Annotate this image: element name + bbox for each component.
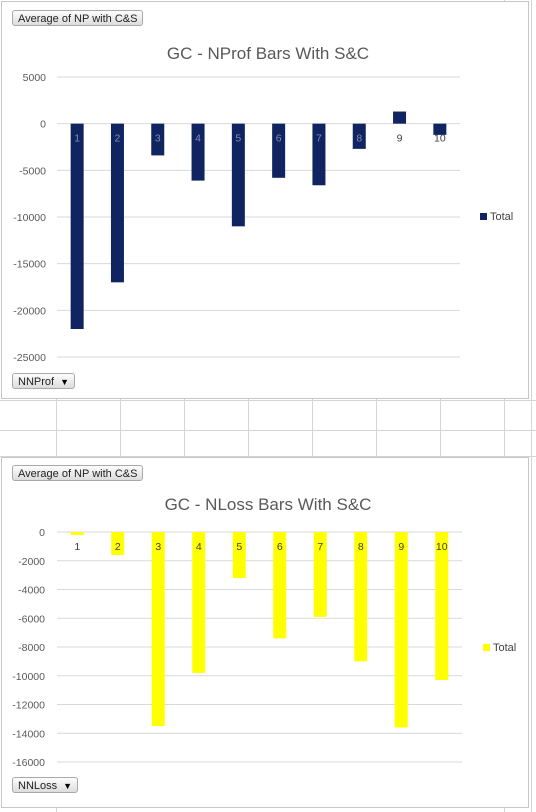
y-tick-label: 0	[40, 119, 46, 131]
category-label: 8	[358, 541, 364, 553]
y-tick-label: 5000	[23, 72, 47, 84]
category-label: 3	[155, 133, 161, 145]
filter-field-button[interactable]: Average of NP with C&S	[12, 10, 144, 26]
chart-title: GC - NLoss Bars With S&C	[165, 495, 372, 514]
y-tick-label: -10000	[13, 212, 46, 224]
category-label: 5	[235, 133, 241, 145]
y-tick-label: 0	[39, 527, 45, 539]
bar	[354, 532, 368, 662]
filter-field-button[interactable]: Average of NP with C&S	[12, 465, 144, 481]
dropdown-arrow-icon[interactable]: ▼	[63, 781, 73, 791]
y-tick-label: -14000	[12, 728, 45, 740]
bar	[151, 123, 165, 156]
nloss-chart[interactable]: Average of NP with C&S GC - NLoss Bars W…	[1, 457, 529, 808]
y-tick-label: -10000	[12, 671, 45, 683]
category-label: 4	[195, 133, 201, 145]
row-field-label: NNProf	[18, 376, 55, 388]
nprof-chart-plot: GC - NProf Bars With S&C 5000 0 -5000 -10000…	[13, 44, 513, 364]
category-label: 1	[74, 133, 80, 145]
y-tick-label: -16000	[12, 757, 45, 769]
category-label: 4	[196, 541, 202, 553]
bar	[433, 123, 447, 135]
category-label: 7	[316, 133, 322, 145]
legend-swatch	[480, 213, 487, 220]
y-tick-label: -25000	[13, 352, 46, 364]
bar	[111, 532, 125, 555]
filter-field-label: Average of NP with C&S	[18, 13, 138, 25]
bar	[352, 123, 366, 149]
bar	[273, 532, 287, 639]
y-tick-label: -15000	[13, 259, 46, 271]
bar	[192, 532, 206, 673]
category-label: 1	[74, 541, 80, 553]
bar	[312, 123, 326, 186]
bar	[393, 111, 407, 124]
bar	[231, 123, 245, 227]
row-field-button[interactable]: NNProf ▼	[12, 373, 75, 389]
nloss-chart-plot: GC - NLoss Bars With S&C 0 -2000 -4000 -6000…	[12, 495, 516, 769]
category-label: 9	[397, 133, 403, 145]
y-tick-label: -4000	[18, 585, 45, 597]
bar	[191, 123, 205, 181]
category-label: 10	[434, 133, 446, 145]
category-label: 2	[115, 133, 121, 145]
bar	[110, 123, 124, 283]
legend-label: Total	[493, 642, 516, 654]
category-label: 5	[236, 541, 242, 553]
y-tick-label: -12000	[12, 700, 45, 712]
dropdown-arrow-icon[interactable]: ▼	[60, 377, 69, 387]
y-tick-label: -8000	[18, 642, 45, 654]
bar	[151, 532, 165, 727]
category-label: 7	[317, 541, 323, 553]
category-label: 6	[277, 541, 283, 553]
category-label: 2	[115, 541, 121, 553]
category-label: 3	[155, 541, 161, 553]
chart-title: GC - NProf Bars With S&C	[167, 44, 369, 63]
bar	[70, 123, 84, 330]
category-label: 8	[356, 133, 362, 145]
bar	[272, 123, 286, 178]
filter-field-label: Average of NP with C&S	[18, 468, 138, 480]
row-field-label: NNLoss	[18, 780, 58, 792]
bar	[313, 532, 327, 617]
y-tick-label: -2000	[18, 556, 45, 568]
y-tick-label: -6000	[18, 613, 45, 625]
y-tick-label: -20000	[13, 305, 46, 317]
bar	[70, 532, 84, 535]
bar	[394, 532, 408, 728]
category-label: 9	[398, 541, 404, 553]
legend-swatch	[483, 644, 490, 651]
y-tick-label: -5000	[19, 165, 46, 177]
legend-label: Total	[490, 211, 513, 223]
category-label: 10	[436, 541, 448, 553]
nprof-chart[interactable]: Average of NP with C&S GC - NProf Bars W…	[1, 1, 529, 399]
category-label: 6	[276, 133, 282, 145]
bar	[232, 532, 246, 578]
bar	[435, 532, 449, 681]
row-field-button[interactable]: NNLoss ▼	[12, 777, 79, 793]
